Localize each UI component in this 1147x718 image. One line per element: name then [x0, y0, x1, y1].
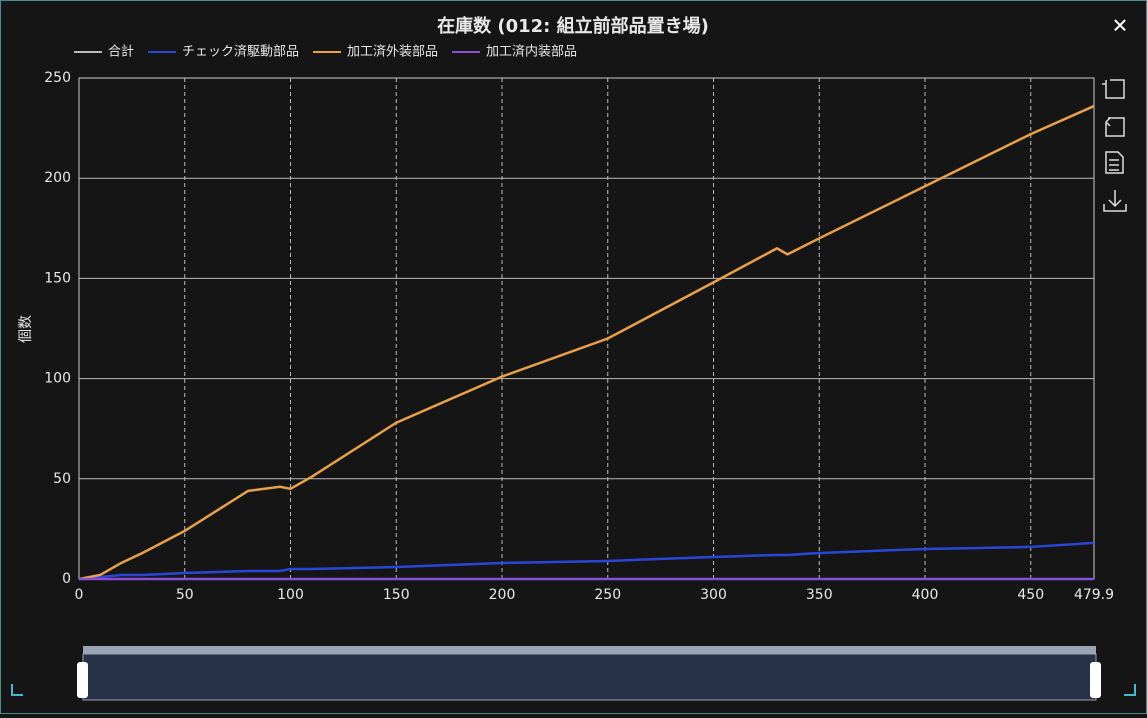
corner-mark: [11, 684, 1136, 696]
x-tick-label: 50: [176, 587, 194, 603]
y-tick-label: 50: [53, 471, 71, 487]
x-tick-label: 150: [383, 587, 410, 603]
y-tick-label: 150: [44, 270, 71, 286]
zoom-window[interactable]: [82, 653, 1097, 701]
legend-label[interactable]: 加工済内装部品: [486, 44, 577, 60]
y-tick-label: 200: [44, 170, 71, 186]
y-axis-label: 個数: [18, 315, 34, 343]
legend-label[interactable]: 合計: [108, 44, 134, 60]
zoom-handle[interactable]: [1090, 662, 1101, 698]
x-tick-label: 250: [594, 587, 621, 603]
data-view-icon[interactable]: [1105, 151, 1124, 174]
chart-title: 在庫数 (012: 組立前部品置き場): [437, 15, 709, 37]
y-tick-label: 250: [44, 70, 71, 86]
y-tick-label: 0: [62, 571, 71, 587]
zoom-icon[interactable]: [1102, 79, 1125, 99]
x-tick-label: 0: [75, 587, 84, 603]
series-line: [78, 104, 1095, 581]
x-tick-label: 300: [700, 587, 727, 603]
restore-icon[interactable]: [1105, 117, 1125, 137]
x-tick-label: 400: [912, 587, 939, 603]
legend-label[interactable]: チェック済駆動部品: [182, 44, 299, 60]
save-icon[interactable]: [1103, 190, 1127, 212]
x-tick-label: 479.9: [1074, 587, 1114, 603]
zoom-bar[interactable]: [83, 646, 1096, 654]
y-tick-label: 100: [44, 371, 71, 387]
data-zoom[interactable]: [77, 646, 1101, 701]
series-line: [78, 541, 1095, 581]
toolbox: [1102, 79, 1127, 212]
close-button[interactable]: ✕: [1112, 14, 1129, 38]
x-tick-label: 100: [277, 587, 304, 603]
zoom-handle[interactable]: [77, 662, 88, 698]
x-tick-label: 200: [489, 587, 516, 603]
x-tick-label: 450: [1017, 587, 1044, 603]
legend-label[interactable]: 加工済外装部品: [347, 44, 438, 60]
x-tick-label: 350: [806, 587, 833, 603]
